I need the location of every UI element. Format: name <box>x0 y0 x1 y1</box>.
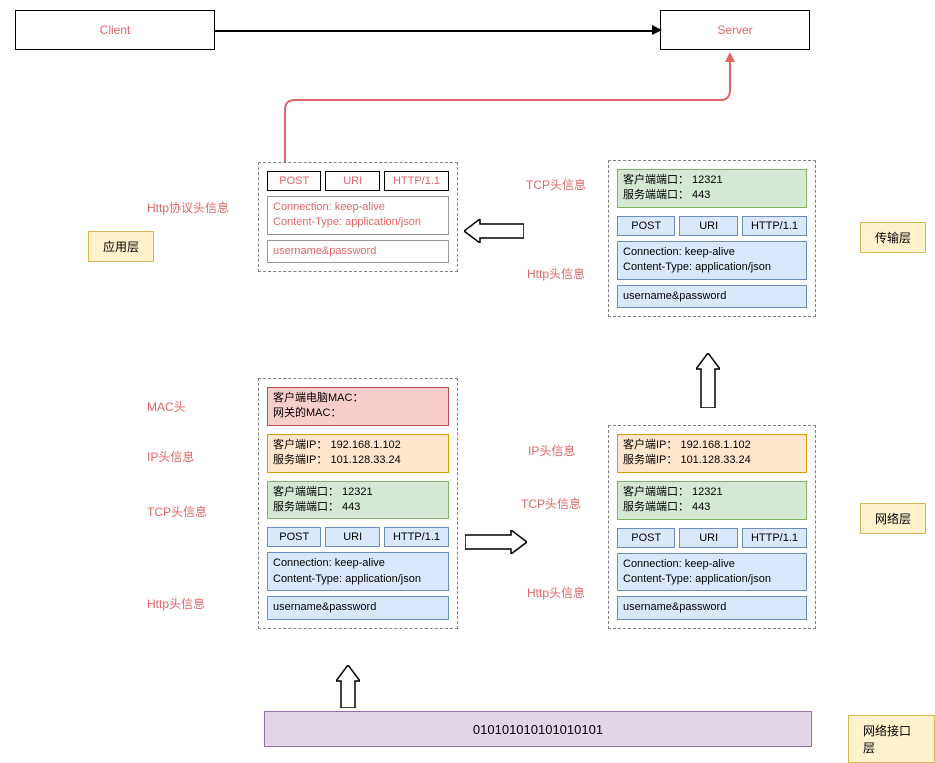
tcp-header-2: 客户端端口： 12321 服务端端口： 443 <box>617 169 807 208</box>
layer-app: 应用层 <box>88 231 154 262</box>
layer-network: 网络层 <box>860 503 926 534</box>
mac-header: 客户端电脑MAC： 网关的MAC： <box>267 387 449 426</box>
http-req-3: POST URI HTTP/1.1 <box>267 527 449 547</box>
arrow-bits-to-link <box>336 665 360 708</box>
client-server-arrow-head <box>652 25 662 35</box>
server-label: Server <box>717 23 752 37</box>
arrow-transport-to-app <box>464 219 524 243</box>
arrow-network-to-transport <box>696 353 720 408</box>
lbl-tcp-4: TCP头信息 <box>521 495 581 512</box>
lbl-http-header: Http协议头信息 <box>147 199 229 216</box>
bits-bar: 010101010101010101 <box>264 711 812 747</box>
lbl-http-4: Http头信息 <box>527 584 585 601</box>
box-app: POST URI HTTP/1.1 Connection: keep-alive… <box>258 162 458 272</box>
http-req-4: POST URI HTTP/1.1 <box>617 528 807 548</box>
client-label: Client <box>100 23 131 37</box>
http-body-3: username&password <box>267 596 449 619</box>
lbl-http-2: Http头信息 <box>527 265 585 282</box>
http-body: username&password <box>267 240 449 263</box>
ip-header-3: 客户端IP： 192.168.1.102 服务端IP： 101.128.33.2… <box>267 434 449 473</box>
http-headers-4: Connection: keep-alive Content-Type: app… <box>617 553 807 592</box>
red-path <box>0 0 935 755</box>
ip-header-4: 客户端IP： 192.168.1.102 服务端IP： 101.128.33.2… <box>617 434 807 473</box>
client-server-arrow-line <box>215 30 653 32</box>
lbl-http-3: Http头信息 <box>147 595 205 612</box>
http-req-2: POST URI HTTP/1.1 <box>617 216 807 236</box>
arrow-link-to-network <box>465 530 527 554</box>
box-link: 客户端电脑MAC： 网关的MAC： 客户端IP： 192.168.1.102 服… <box>258 378 458 629</box>
lbl-mac-3: MAC头 <box>147 398 186 415</box>
http-body-2: username&password <box>617 285 807 308</box>
layer-transport: 传输层 <box>860 222 926 253</box>
http-headers-2: Connection: keep-alive Content-Type: app… <box>617 241 807 280</box>
box-transport: 客户端端口： 12321 服务端端口： 443 POST URI HTTP/1.… <box>608 160 816 317</box>
lbl-ip-3: IP头信息 <box>147 448 194 465</box>
lbl-tcp-2: TCP头信息 <box>526 176 586 193</box>
client-box: Client <box>15 10 215 50</box>
layer-link: 网络接口层 <box>848 715 935 763</box>
server-box: Server <box>660 10 810 50</box>
lbl-ip-4: IP头信息 <box>528 442 575 459</box>
tcp-header-3: 客户端端口： 12321 服务端端口： 443 <box>267 481 449 520</box>
http-headers: Connection: keep-alive Content-Type: app… <box>267 196 449 235</box>
lbl-tcp-3: TCP头信息 <box>147 503 207 520</box>
http-headers-3: Connection: keep-alive Content-Type: app… <box>267 552 449 591</box>
box-network: 客户端IP： 192.168.1.102 服务端IP： 101.128.33.2… <box>608 425 816 629</box>
tcp-header-4: 客户端端口： 12321 服务端端口： 443 <box>617 481 807 520</box>
http-body-4: username&password <box>617 596 807 619</box>
http-req-line: POST URI HTTP/1.1 <box>267 171 449 191</box>
